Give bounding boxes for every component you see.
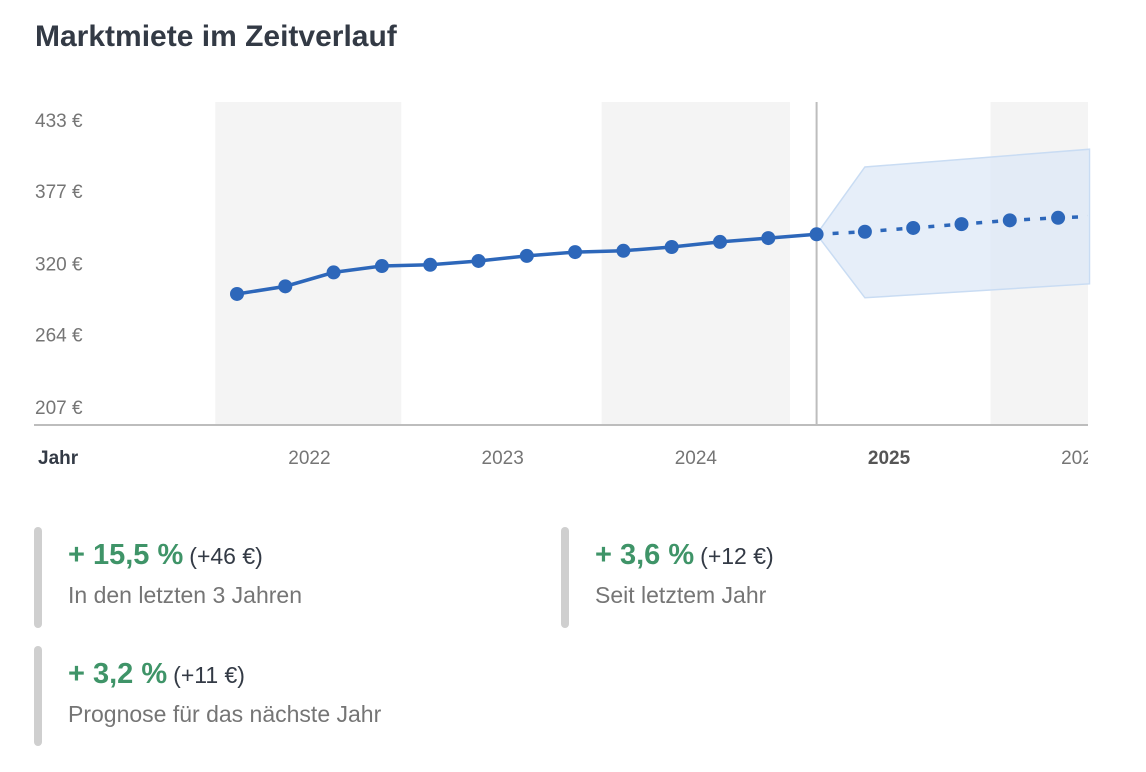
stat-label: Seit letztem Jahr [595, 582, 767, 608]
forecast-band [815, 148, 1091, 299]
forecast-point [1002, 213, 1017, 228]
data-point [713, 234, 727, 249]
x-tick-label: 2022 [288, 448, 330, 469]
rent-chart: 433 € 377 € 320 € 264 € 207 € Jahr 2022 2023 20… [34, 102, 1103, 469]
forecast-point [857, 224, 872, 239]
stat-last-year: + 3,6 % (+12 €) Seit letztem Jahr [561, 527, 774, 628]
data-point [761, 231, 776, 246]
stat-three-years: + 15,5 % (+46 €) In den letzten 3 Jahren [34, 527, 302, 628]
data-point [568, 245, 583, 260]
forecast-point [906, 220, 921, 235]
data-point [374, 259, 389, 274]
x-axis-label: Jahr [38, 448, 79, 469]
stat-percent: + 3,2 % [68, 658, 168, 690]
stat-absolute: (+12 €) [700, 543, 774, 569]
stat-divider [34, 527, 42, 628]
data-point [230, 286, 244, 301]
stat-percent: + 3,6 % [595, 539, 695, 571]
year-shade [601, 102, 791, 425]
x-tick-label: 2023 [482, 448, 524, 469]
data-point [664, 239, 679, 254]
year-shade [215, 102, 402, 425]
stat-absolute: (+46 €) [189, 543, 263, 569]
stat-absolute: (+11 €) [173, 662, 245, 688]
chart-title: Marktmiete im Zeitverlauf [35, 20, 397, 53]
y-tick-label: 433 € [35, 111, 83, 132]
x-tick-label: 2026 [1061, 448, 1103, 469]
stat-divider [561, 527, 569, 628]
y-tick-label: 377 € [35, 182, 83, 203]
stat-divider [34, 646, 42, 746]
stat-percent: + 15,5 % [68, 539, 184, 571]
data-point [278, 279, 293, 294]
data-point [423, 257, 438, 272]
data-point [519, 248, 534, 263]
stat-label: Prognose für das nächste Jahr [68, 701, 382, 727]
x-tick-label: 2025 [868, 448, 911, 469]
forecast-point [1051, 210, 1066, 225]
forecast-point [954, 217, 969, 232]
data-point [471, 253, 486, 268]
y-tick-label: 207 € [35, 398, 83, 419]
y-tick-label: 264 € [35, 326, 83, 347]
data-point [616, 243, 631, 258]
y-tick-label: 320 € [35, 255, 83, 276]
x-tick-label: 2024 [675, 448, 718, 469]
stat-label: In den letzten 3 Jahren [68, 582, 302, 608]
data-point [326, 265, 341, 280]
stat-forecast: + 3,2 % (+11 €) Prognose für das nächste … [34, 646, 381, 746]
